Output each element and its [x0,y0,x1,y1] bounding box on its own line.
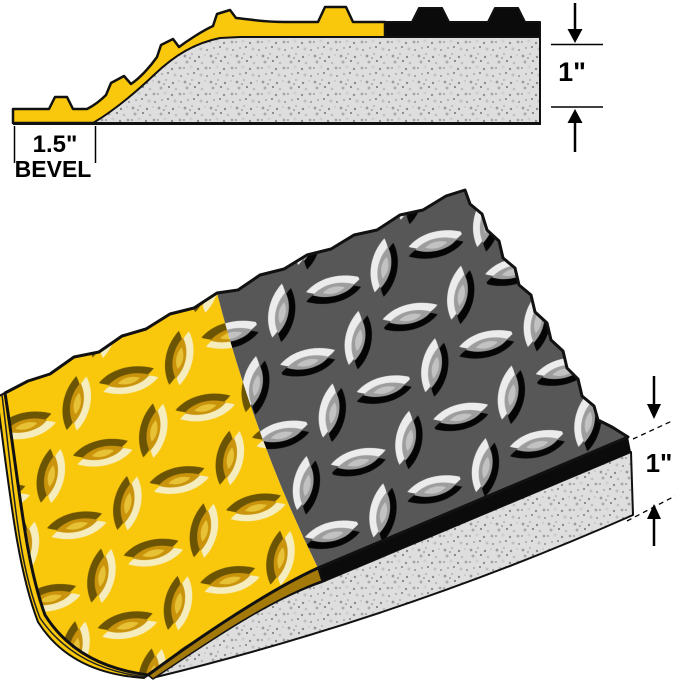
arrow-up-icon-3d [647,504,661,519]
arrow-down-icon [567,29,583,43]
cross-section-view: 1" 1.5" BEVEL [11,3,603,182]
mat-top-black-surface [217,190,628,568]
mat-top-yellow-border [5,293,318,675]
mat-side-edge-lamination-line [1,394,147,678]
arrow-up-icon [567,109,583,123]
bevel-dimension: 1.5" BEVEL [13,126,97,182]
mat-top-outline [3,188,630,677]
thickness-label: 1" [558,57,586,87]
thickness-dimension-3d: 1" [626,376,676,546]
thickness-dimension: 1" [551,3,603,152]
thickness-label-3d: 1" [646,448,673,478]
leader-line-bottom-3d [626,495,676,522]
perspective-view: 1" [0,188,676,680]
bevel-width-label: 1.5" [33,131,78,158]
leader-line-top-3d [632,420,673,440]
vinyl-edge-band [318,437,631,582]
arrow-down-icon-3d [647,404,661,419]
bevel-caption: BEVEL [15,156,92,182]
foam-core-cross-section [92,36,541,124]
